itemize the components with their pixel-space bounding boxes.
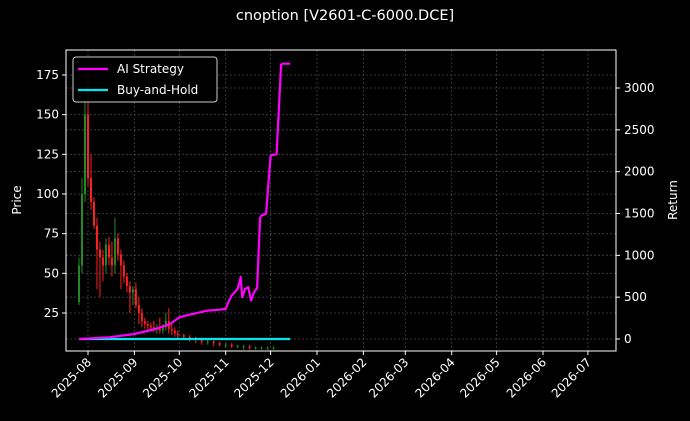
legend: AI Strategy Buy-and-Hold [72,56,218,103]
x-tick-label: 2025-10 [140,355,185,400]
right-tick-label: 2000 [624,165,655,179]
left-tick-label: 100 [36,187,59,201]
x-tick-label: 2025-12 [231,355,276,400]
left-tick-label: 75 [44,227,59,241]
x-tick-label: 2026-06 [504,355,549,400]
left-tick-label: 125 [36,147,59,161]
x-tick-label: 2025-08 [49,355,94,400]
x-tick-label: 2025-11 [186,355,231,400]
x-tick-label: 2025-09 [95,355,140,400]
right-tick-label: 2500 [624,123,655,137]
x-axis-ticks: 2025-08 2025-09 2025-10 2025-11 2025-12 2026-… [49,351,594,401]
left-tick-label: 50 [44,266,59,280]
x-tick-label: 2026-05 [457,355,502,400]
left-tick-label: 150 [36,108,59,122]
right-axis-ticks: 0 500 1000 1500 2000 2500 3000 [616,81,655,346]
x-tick-label: 2026-07 [549,355,594,400]
x-tick-label: 2026-04 [412,355,457,400]
legend-label-buy-hold: Buy-and-Hold [117,83,198,97]
right-tick-label: 500 [624,290,647,304]
x-tick-label: 2026-01 [278,355,323,400]
right-tick-label: 1500 [624,207,655,221]
right-tick-label: 3000 [624,81,655,95]
x-tick-label: 2026-03 [366,355,411,400]
right-axis-label: Return [666,180,680,220]
left-axis-ticks: 25 50 75 100 125 150 175 [36,68,66,320]
right-tick-label: 0 [624,332,632,346]
right-tick-label: 1000 [624,248,655,262]
left-tick-label: 175 [36,68,59,82]
x-tick-label: 2026-02 [324,355,369,400]
legend-label-strategy: AI Strategy [117,62,184,76]
chart-title: cnoption [V2601-C-6000.DCE] [235,8,455,24]
strategy-line [78,62,291,341]
plot-frame [65,49,617,352]
left-tick-label: 25 [44,306,59,320]
legend-box [72,56,218,103]
left-axis-label: Price [10,185,24,214]
return-lines [78,62,291,341]
candlestick-series [78,75,275,350]
